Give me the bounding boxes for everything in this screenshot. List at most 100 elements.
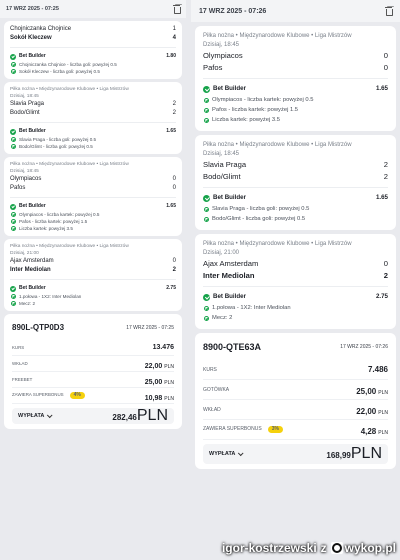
payout-value: 282,46: [112, 413, 137, 422]
selection-item: 1.połowa - 1X2: Inter Mediolan: [203, 303, 388, 313]
divider: [10, 197, 176, 198]
bet-odds: 2.75: [166, 285, 176, 291]
check-icon: [11, 69, 16, 74]
wykop-logo-icon: [330, 542, 343, 554]
event-time: Dzisiaj, 21:00: [203, 250, 240, 256]
coupon-id: 8900-QTE63A: [203, 342, 262, 352]
check-icon: [204, 305, 209, 311]
divider: [203, 286, 388, 287]
divider: [10, 47, 176, 48]
trash-icon[interactable]: [385, 7, 393, 16]
bet-odds: 1.65: [375, 194, 388, 201]
team-row: Bodo/Glimt 2: [203, 172, 388, 181]
event-card: Chojniczanka Chojnice 1 Sokół Kleczew 4 Be…: [4, 21, 182, 79]
team-row: Slavia Praga 2: [10, 101, 176, 107]
team-row: Olympiacos 0: [10, 176, 176, 182]
team-row: Slavia Praga 2: [203, 160, 388, 169]
summary-row: ZAWIERA SUPERBONUS 3% 4,28 PLN: [203, 420, 388, 440]
check-icon: [204, 315, 209, 321]
divider: [10, 122, 176, 123]
check-icon: [204, 216, 209, 222]
payout-row[interactable]: WYPŁATA 282,46PLN: [12, 407, 174, 424]
team-row: Bodo/Glimt 2: [10, 110, 176, 116]
coupon-date: 17 WRZ 2025 - 07:25: [126, 324, 174, 331]
event-time: Dzisiaj, 18:45: [10, 94, 39, 99]
selection-item: Olympiacos - liczba kartek: powyżej 0.5: [10, 211, 176, 218]
team-row: Ajax Amsterdam 0: [203, 259, 388, 268]
summary-row: KURS 7.486: [203, 360, 388, 380]
bet-odds: 1.80: [166, 53, 176, 59]
summary-row: KURS 13.476: [12, 340, 174, 356]
event-time: Dzisiaj, 18:45: [203, 42, 240, 48]
bet-odds: 1.65: [166, 128, 176, 134]
check-circle-icon: [203, 293, 210, 301]
check-icon: [11, 212, 16, 217]
coupon-summary-header: 8900-QTE63A 17 WRZ 2025 - 07:26: [203, 338, 388, 360]
left-bet-column: 17 WRZ 2025 - 07:25 Chojniczanka Chojnic…: [0, 0, 186, 548]
summary-row: WKŁAD 22,00 PLN: [203, 400, 388, 420]
coupon-date: 17 WRZ 2025 - 07:25: [6, 6, 59, 12]
selection-item: Slavia Praga - liczba goli: powyżej 0.5: [10, 136, 176, 143]
team-row: Olympiacos 0: [203, 51, 388, 60]
event-league: Piłka nożna • Międzynarodowe Klubowe • L…: [10, 162, 129, 167]
divider: [203, 78, 388, 79]
check-icon: [204, 206, 209, 212]
bet-builder-row: Bet Builder 1.65: [10, 202, 176, 211]
event-league: Piłka nożna • Międzynarodowe Klubowe • L…: [203, 142, 352, 148]
check-icon: [204, 97, 209, 103]
team-row: Pafos 0: [203, 63, 388, 72]
check-circle-icon: [10, 128, 16, 135]
bet-builder-row: Bet Builder 1.80: [10, 52, 176, 61]
team-row: Inter Mediolan 2: [203, 271, 388, 280]
check-circle-icon: [203, 85, 210, 93]
check-icon: [11, 294, 16, 299]
coupon-summary: 890L-QTP0D3 17 WRZ 2025 - 07:25 KURS 13.4…: [4, 314, 182, 429]
coupon-summary-header: 890L-QTP0D3 17 WRZ 2025 - 07:25: [12, 319, 174, 340]
right-bet-column: 17 WRZ 2025 - 07:26 Piłka nożna • Między…: [191, 0, 400, 548]
divider: [10, 279, 176, 280]
check-icon: [11, 137, 16, 142]
selection-item: Bodo/Glimt - liczba goli: powyżej 0.5: [10, 143, 176, 150]
coupon-date: 17 WRZ 2025 - 07:26: [340, 344, 388, 350]
selection-item: Chojniczanka Chojnice - liczba goli: pow…: [10, 61, 176, 68]
event-league: Piłka nożna • Międzynarodowe Klubowe • L…: [203, 33, 352, 39]
check-icon: [204, 107, 209, 113]
check-circle-icon: [10, 285, 16, 292]
event-league: Piłka nożna • Międzynarodowe Klubowe • L…: [10, 244, 129, 249]
payout-row[interactable]: WYPŁATA 168,99PLN: [203, 444, 388, 464]
bet-builder-row: Bet Builder 2.75: [203, 291, 388, 303]
check-icon: [11, 144, 16, 149]
check-circle-icon: [10, 203, 16, 210]
chevron-down-icon: [238, 450, 244, 457]
trash-icon[interactable]: [173, 5, 181, 14]
bet-builder-row: Bet Builder 1.65: [10, 127, 176, 136]
bet-odds: 1.65: [375, 85, 388, 92]
event-card: Piłka nożna • Międzynarodowe Klubowe • L…: [4, 239, 182, 311]
event-card: Piłka nożna • Międzynarodowe Klubowe • L…: [195, 135, 396, 230]
check-icon: [204, 117, 209, 123]
chevron-down-icon: [47, 412, 53, 419]
team-row: Ajax Amsterdam 0: [10, 258, 176, 264]
bet-odds: 1.65: [166, 203, 176, 209]
event-league: Piłka nożna • Międzynarodowe Klubowe • L…: [203, 241, 352, 247]
selection-item: Pafos - liczba kartek: powyżej 1.5: [203, 105, 388, 115]
coupon-header: 17 WRZ 2025 - 07:26: [191, 0, 400, 22]
event-time: Dzisiaj, 21:00: [10, 251, 39, 256]
selection-item: Olympiacos - liczba kartek: powyżej 0.5: [203, 95, 388, 105]
check-circle-icon: [10, 53, 16, 60]
selection-item: Mecz: 2: [203, 313, 388, 323]
selection-item: Bodo/Glimt - liczba goli: powyżej 0.5: [203, 214, 388, 224]
summary-row: WKŁAD 22,00 PLN: [12, 356, 174, 372]
selection-item: Sokół Kleczew - liczba goli: powyżej 0.5: [10, 68, 176, 75]
check-icon: [11, 226, 16, 231]
event-time: Dzisiaj, 18:45: [203, 151, 240, 157]
selection-item: Liczba kartek: powyżej 3.5: [10, 225, 176, 232]
coupon-summary: 8900-QTE63A 17 WRZ 2025 - 07:26 KURS 7.48…: [195, 333, 396, 469]
selection-item: 1.połowa - 1X2: Inter Mediolan: [10, 293, 176, 300]
payout-value: 168,99: [326, 451, 351, 460]
coupon-header: 17 WRZ 2025 - 07:25: [0, 0, 186, 18]
wykop-logo: wykop.pl: [330, 541, 396, 555]
superbonus-badge: 3%: [267, 426, 283, 433]
watermark-username: igor-kostrzewski: [221, 541, 317, 555]
event-league: Piłka nożna • Międzynarodowe Klubowe • L…: [10, 87, 129, 92]
